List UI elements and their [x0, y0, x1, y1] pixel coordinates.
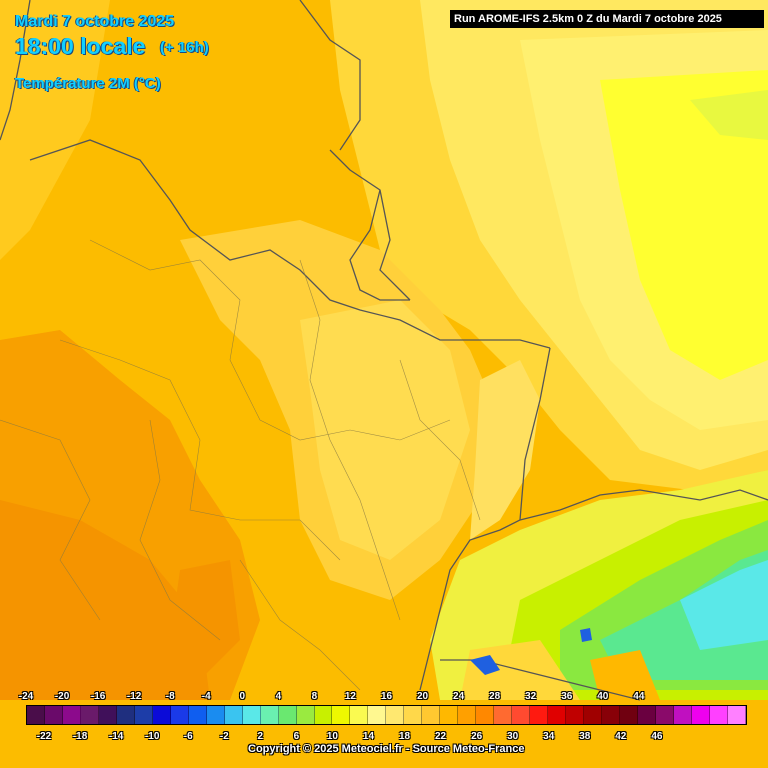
- lake: [580, 628, 592, 642]
- scale-tick-bottom: 46: [651, 731, 663, 742]
- forecast-time: 18:00 locale: [15, 33, 146, 59]
- scale-tick-top: 28: [489, 691, 501, 702]
- color-scale: [26, 705, 747, 725]
- scale-tick-bottom: 34: [543, 731, 555, 742]
- color-swatch: [530, 706, 549, 724]
- scale-tick-bottom: 2: [257, 731, 264, 742]
- forecast-offset: (+ 16h): [160, 39, 209, 56]
- color-swatch: [386, 706, 405, 724]
- color-swatch: [548, 706, 567, 724]
- color-swatch: [404, 706, 423, 724]
- scale-tick-bottom: 18: [398, 731, 411, 742]
- color-swatch: [80, 706, 99, 724]
- color-swatch: [242, 706, 261, 724]
- color-swatch: [494, 706, 513, 724]
- scale-tick-top: 36: [561, 691, 573, 702]
- color-swatch: [440, 706, 459, 724]
- scale-tick-bottom: -22: [36, 731, 52, 742]
- color-swatch: [206, 706, 225, 724]
- scale-tick-top: 20: [416, 691, 429, 702]
- color-swatch: [98, 706, 117, 724]
- country-borders: [0, 0, 768, 701]
- scale-tick-bottom: 14: [362, 731, 375, 742]
- color-swatch: [116, 706, 135, 724]
- scale-tick-top: 0: [239, 691, 246, 702]
- color-swatch: [278, 706, 297, 724]
- scale-tick-bottom: -6: [183, 731, 193, 742]
- color-swatch: [458, 706, 477, 724]
- color-swatch: [512, 706, 531, 724]
- color-swatch: [673, 706, 692, 724]
- scale-tick-top: 4: [275, 691, 282, 702]
- color-swatch: [476, 706, 495, 724]
- scale-tick-top: -20: [54, 691, 70, 702]
- scale-tick-bottom: 26: [471, 731, 483, 742]
- color-swatch: [224, 706, 243, 724]
- scale-tick-bottom: 6: [293, 731, 300, 742]
- scale-tick-top: -8: [165, 691, 175, 702]
- color-swatch: [709, 706, 728, 724]
- color-swatch: [27, 706, 45, 724]
- scale-tick-bottom: 10: [326, 731, 338, 742]
- scale-tick-top: -12: [126, 691, 142, 702]
- color-swatch: [422, 706, 441, 724]
- color-swatch: [584, 706, 602, 724]
- scale-tick-top: 12: [344, 691, 356, 702]
- scale-tick-bottom: -2: [219, 731, 229, 742]
- scale-tick-top: 8: [311, 691, 318, 702]
- scale-tick-top: 24: [453, 691, 465, 702]
- color-swatch: [602, 706, 620, 724]
- scale-tick-bottom: 30: [507, 731, 519, 742]
- color-swatch: [368, 706, 387, 724]
- color-swatch: [619, 706, 638, 724]
- scale-tick-bottom: -18: [72, 731, 88, 742]
- color-swatch: [314, 706, 333, 724]
- region-borders: [0, 239, 481, 691]
- scale-tick-top: 16: [380, 691, 393, 702]
- color-swatch: [637, 706, 656, 724]
- scale-tick-top: -4: [201, 691, 211, 702]
- variable-title: Température 2M (°C): [15, 75, 161, 92]
- color-swatch: [655, 706, 674, 724]
- scale-tick-bottom: 42: [615, 731, 627, 742]
- scale-tick-bottom: 22: [435, 731, 447, 742]
- scale-tick-top: 32: [525, 691, 537, 702]
- color-swatch: [170, 706, 189, 724]
- color-swatch: [44, 706, 63, 724]
- forecast-date: Mardi 7 octobre 2025: [15, 13, 175, 30]
- copyright: Copyright © 2025 Meteociel.fr - Source M…: [248, 743, 525, 755]
- color-swatch: [188, 706, 207, 724]
- lake: [470, 655, 500, 675]
- scale-tick-bottom: -14: [108, 731, 124, 742]
- color-swatch: [134, 706, 153, 724]
- color-swatch: [152, 706, 171, 724]
- scale-tick-top: 40: [597, 691, 609, 702]
- scale-tick-bottom: 38: [579, 731, 591, 742]
- scale-tick-top: -16: [90, 691, 106, 702]
- scale-tick-top: -24: [18, 691, 34, 702]
- scale-tick-top: 44: [633, 691, 645, 702]
- color-swatch: [332, 706, 351, 724]
- color-swatch: [566, 706, 585, 724]
- color-swatch: [260, 706, 279, 724]
- run-info: Run AROME-IFS 2.5km 0 Z du Mardi 7 octob…: [450, 10, 764, 28]
- scale-tick-bottom: -10: [144, 731, 160, 742]
- color-swatch: [691, 706, 710, 724]
- color-swatch: [350, 706, 369, 724]
- color-swatch: [62, 706, 81, 724]
- color-swatch: [727, 706, 746, 724]
- color-swatch: [296, 706, 315, 724]
